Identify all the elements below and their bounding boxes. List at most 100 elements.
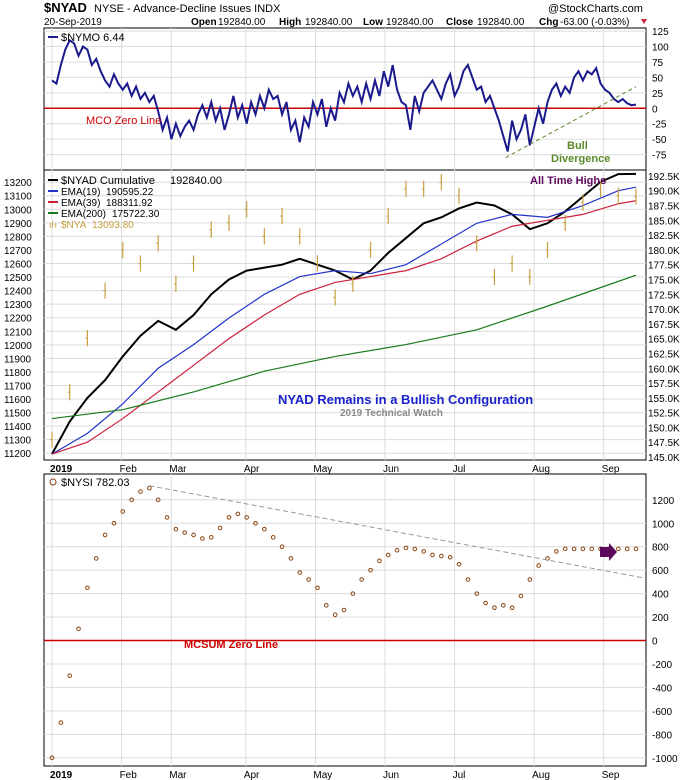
nya-legend-name: $NYA bbox=[61, 220, 87, 231]
nyad-right-tick: 162.5K bbox=[648, 349, 680, 360]
date-label: 20-Sep-2019 bbox=[44, 17, 102, 28]
nyad-right-tick: 190.0K bbox=[648, 187, 680, 198]
nyad-right-tick: 180.0K bbox=[648, 246, 680, 257]
nysi-point bbox=[518, 593, 524, 599]
nysi-point bbox=[554, 549, 559, 554]
nysi-point bbox=[138, 489, 143, 494]
nymo-y-tick: 50 bbox=[652, 73, 664, 84]
nysi-point bbox=[332, 612, 338, 618]
nysi-point bbox=[253, 520, 258, 526]
nysi-point bbox=[377, 558, 382, 564]
close-label: Close bbox=[446, 17, 474, 28]
nysi-point bbox=[235, 511, 241, 517]
ema39-legend-name: EMA(39) bbox=[61, 198, 100, 209]
nysi-point bbox=[465, 577, 471, 582]
bull-divergence-line2: Divergence bbox=[551, 153, 610, 165]
x-tick-label: Mar bbox=[169, 770, 187, 780]
nysi-point bbox=[244, 515, 249, 520]
low-value: 192840.00 bbox=[386, 17, 434, 28]
open-value: 192840.00 bbox=[218, 17, 266, 28]
nysi-point bbox=[633, 546, 639, 552]
nyad-left-tick: 12000 bbox=[4, 341, 32, 352]
nyad-right-tick: 185.0K bbox=[648, 216, 680, 227]
nymo-y-tick: 75 bbox=[652, 58, 664, 69]
nyad-right-tick: 147.5K bbox=[648, 438, 680, 449]
nyad-legend-value: 192840.00 bbox=[170, 175, 222, 187]
nysi-point bbox=[421, 549, 426, 554]
nysi-point bbox=[562, 546, 568, 552]
nysi-point bbox=[403, 545, 409, 551]
nysi-y-tick: 400 bbox=[652, 590, 669, 601]
nysi-point bbox=[208, 535, 214, 540]
nysi-point bbox=[93, 556, 99, 561]
bull-divergence-line1: Bull bbox=[567, 140, 588, 152]
nyad-left-tick: 12400 bbox=[4, 287, 32, 298]
nyad-right-tick: 187.5K bbox=[648, 202, 680, 213]
nyad-left-tick: 13000 bbox=[4, 205, 32, 216]
nysi-point bbox=[385, 552, 391, 558]
watermark: @StockCharts.com bbox=[548, 3, 643, 15]
nyad-right-tick: 175.0K bbox=[648, 275, 680, 286]
nyad-legend: $NYAD Cumulative 192840.00 EMA(19) 19059… bbox=[48, 175, 222, 231]
nysi-point bbox=[200, 536, 205, 541]
nysi-point bbox=[527, 577, 533, 582]
nyad-left-tick: 11800 bbox=[4, 368, 32, 379]
nyad-right-tick: 172.5K bbox=[648, 290, 680, 301]
nya-legend-icon: ıŀı bbox=[49, 220, 57, 230]
nymo-y-tick: 25 bbox=[652, 89, 664, 100]
nysi-point bbox=[536, 563, 541, 568]
nyad-right-tick: 155.0K bbox=[648, 394, 680, 405]
nysi-point bbox=[589, 546, 595, 552]
nysi-point bbox=[412, 546, 418, 552]
nyad-cumulative-line bbox=[51, 172, 637, 455]
nyad-left-tick: 11700 bbox=[4, 381, 32, 392]
ema200-legend-name: EMA(200) bbox=[61, 209, 106, 220]
nysi-point bbox=[49, 755, 55, 761]
nysi-point bbox=[262, 526, 267, 532]
nysi-point bbox=[147, 485, 152, 491]
nysi-point bbox=[580, 546, 586, 552]
nyad-right-tick: 150.0K bbox=[648, 423, 680, 434]
nysi-point bbox=[324, 603, 329, 608]
nysi-point bbox=[288, 556, 294, 561]
nyad-right-tick: 165.0K bbox=[648, 335, 680, 346]
nyad-right-tick: 152.5K bbox=[648, 409, 680, 420]
x-tick-label: May bbox=[313, 464, 332, 475]
nysi-point bbox=[182, 530, 188, 535]
chg-value: -63.00 (-0.03%) bbox=[560, 17, 629, 28]
nyad-left-tick: 12600 bbox=[4, 260, 32, 271]
nymo-y-tick: -75 bbox=[652, 151, 667, 162]
nyad-left-tick: 12700 bbox=[4, 246, 32, 257]
nysi-y-tick: -400 bbox=[652, 683, 672, 694]
nysi-y-tick: -1000 bbox=[652, 754, 678, 765]
x-tick-label: Apr bbox=[244, 464, 260, 475]
nysi-point bbox=[430, 552, 435, 558]
nyad-left-tick: 12200 bbox=[4, 314, 32, 325]
nyad-left-tick: 11600 bbox=[4, 395, 32, 406]
nysi-y-tick: 1200 bbox=[652, 496, 675, 507]
gridlines bbox=[44, 28, 646, 766]
down-arrow-icon bbox=[641, 19, 647, 24]
x-tick-label: Sep bbox=[602, 770, 620, 780]
nyad-left-tick: 13200 bbox=[4, 178, 32, 189]
nysi-panel bbox=[43, 473, 647, 767]
nyad-right-tick: 177.5K bbox=[648, 261, 680, 272]
nysi-point bbox=[120, 509, 126, 514]
x-tick-label: Jun bbox=[383, 464, 399, 475]
nysi-point bbox=[58, 720, 64, 725]
nysi-point bbox=[270, 535, 276, 540]
nymo-series-line bbox=[51, 38, 637, 152]
nysi-point bbox=[624, 546, 630, 552]
nysi-legend: $NYSI 782.03 bbox=[49, 477, 130, 489]
x-tick-label: Aug bbox=[532, 770, 550, 780]
ema200-line bbox=[51, 274, 637, 420]
nysi-point bbox=[616, 546, 621, 552]
ema19-line bbox=[51, 186, 637, 455]
nysi-y-tick: 800 bbox=[652, 543, 669, 554]
nysi-point bbox=[173, 526, 179, 532]
x-tick-label: Mar bbox=[169, 464, 187, 475]
x-tick-label: Apr bbox=[244, 770, 260, 780]
nysi-point bbox=[509, 605, 515, 610]
nysi-point bbox=[492, 605, 497, 610]
nyad-left-tick: 11200 bbox=[4, 449, 32, 460]
